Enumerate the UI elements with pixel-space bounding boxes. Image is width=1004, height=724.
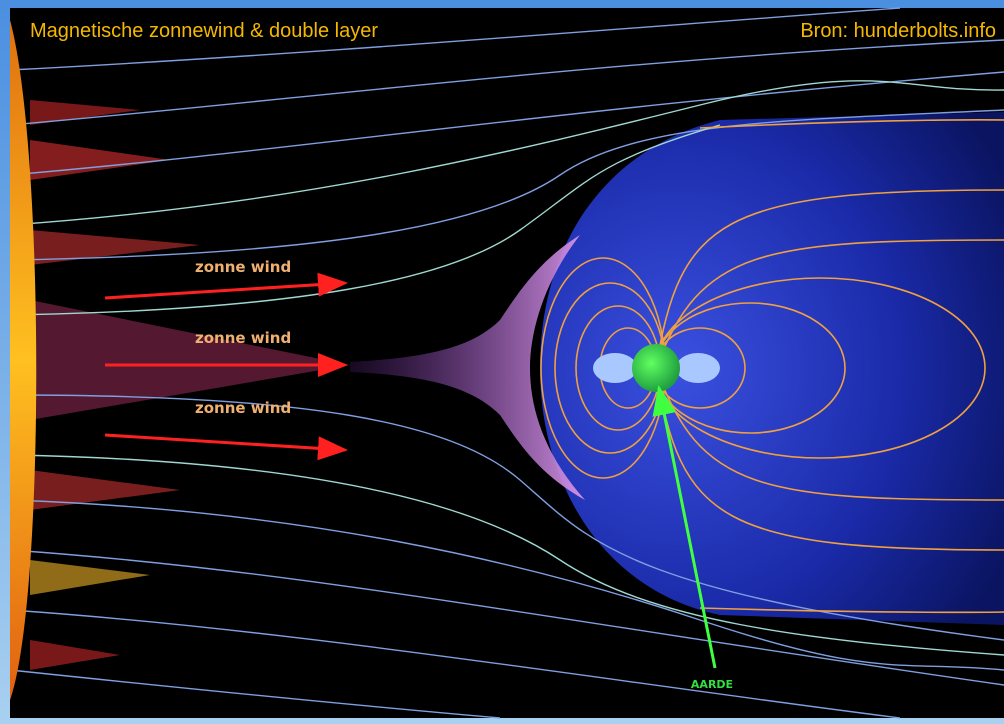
field-lines xyxy=(9,7,1004,719)
earth xyxy=(632,344,680,392)
earth-arrow xyxy=(652,385,717,669)
radiation-lobe xyxy=(676,353,720,383)
wind-label: zonne wind xyxy=(195,258,291,276)
wind-label: zonne wind xyxy=(195,329,291,347)
wind-arrow xyxy=(104,272,348,300)
dipole-loops xyxy=(540,119,1004,614)
magnetosphere xyxy=(540,112,1004,625)
solar-rays xyxy=(30,100,350,670)
radiation-lobe xyxy=(593,353,637,383)
wind-label: zonne wind xyxy=(195,399,291,417)
wind-arrow xyxy=(104,433,348,461)
earth-label: AARDE xyxy=(691,678,733,691)
source: Bron: hunderbolts.info xyxy=(800,20,996,42)
bow-shock xyxy=(350,235,585,500)
sun xyxy=(10,20,37,700)
title: Magnetische zonnewind & double layer xyxy=(30,20,378,42)
